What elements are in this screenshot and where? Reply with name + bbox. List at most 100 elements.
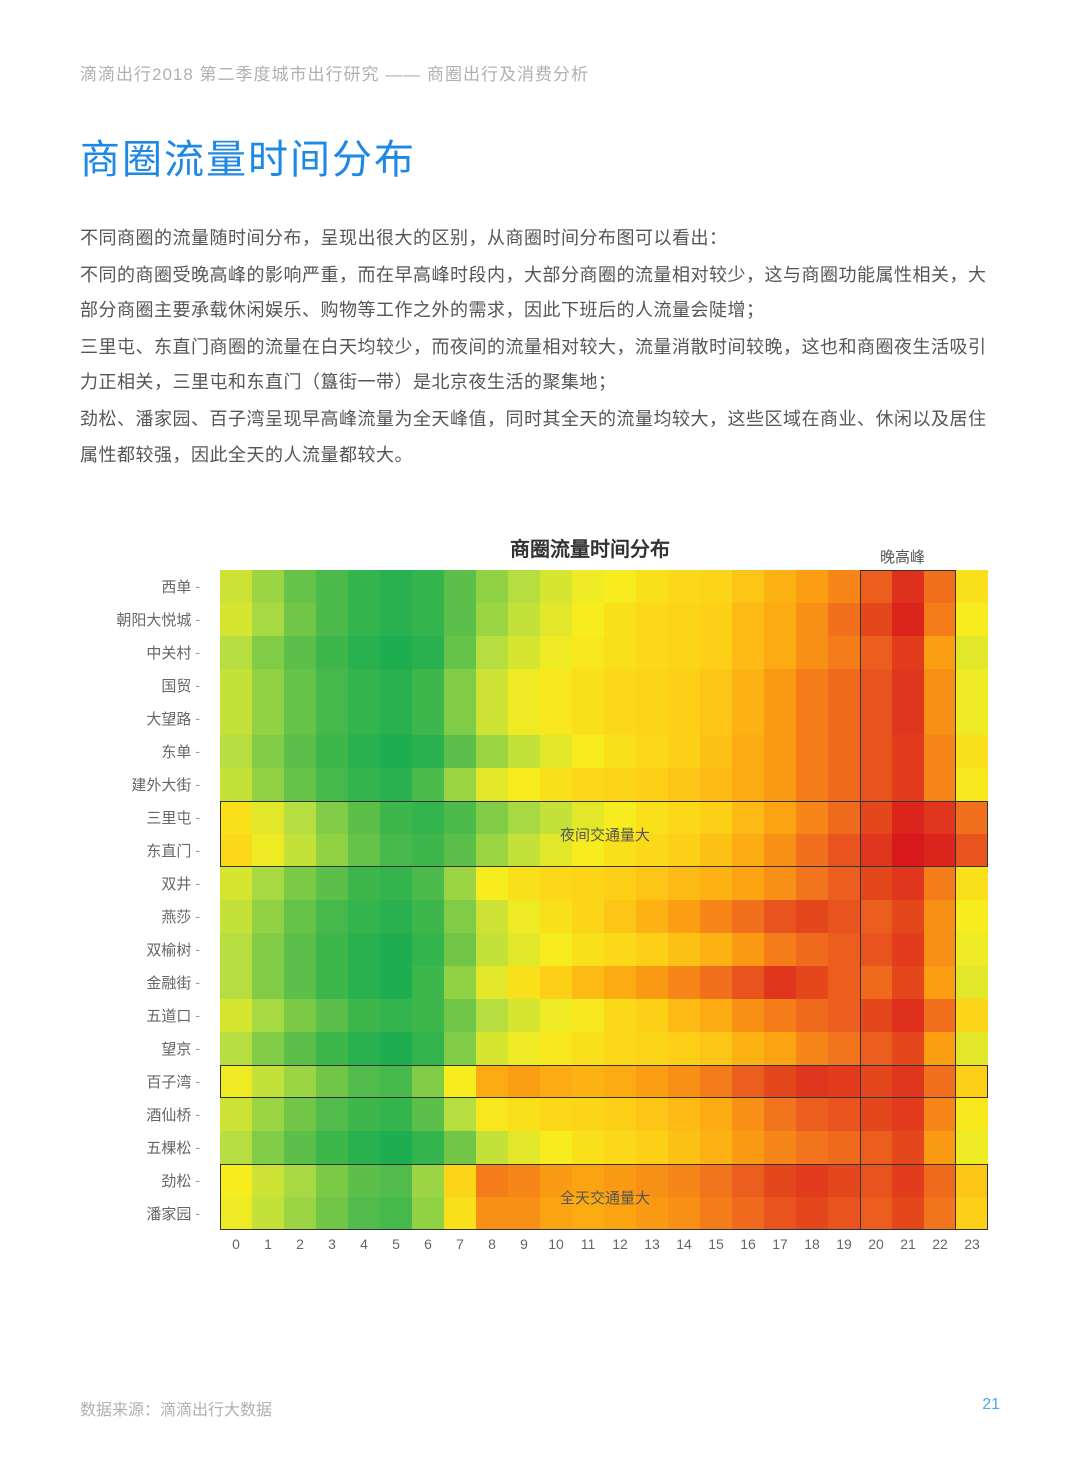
heatmap-cell (956, 702, 988, 735)
heatmap-cell (700, 603, 732, 636)
heatmap-cell (732, 834, 764, 867)
heatmap-cell (732, 570, 764, 603)
heatmap-cell (220, 1065, 252, 1098)
heatmap-cell (284, 636, 316, 669)
heatmap-cell (892, 603, 924, 636)
heatmap-cell (732, 669, 764, 702)
heatmap-row (220, 1098, 1000, 1131)
heatmap-cell (636, 603, 668, 636)
heatmap-cell (476, 1032, 508, 1065)
x-axis-label: 4 (348, 1236, 380, 1252)
heatmap-cell (924, 1131, 956, 1164)
heatmap-row (220, 933, 1000, 966)
x-axis-label: 5 (380, 1236, 412, 1252)
heatmap-cell (412, 1131, 444, 1164)
heatmap-cell (956, 834, 988, 867)
heatmap-cell (508, 1164, 540, 1197)
heatmap-cell (956, 1098, 988, 1131)
heatmap-cell (476, 1131, 508, 1164)
heatmap-cell (220, 999, 252, 1032)
heatmap-cell (860, 867, 892, 900)
x-axis-label: 13 (636, 1236, 668, 1252)
heatmap-cell (316, 867, 348, 900)
heatmap-cell (284, 1131, 316, 1164)
heatmap-cell (476, 867, 508, 900)
heatmap-cell (924, 1032, 956, 1065)
heatmap-cell (572, 867, 604, 900)
heatmap-cell (732, 1098, 764, 1131)
heatmap-cell (636, 636, 668, 669)
y-axis-label: 五道口- (100, 999, 210, 1032)
heatmap-cell (828, 1197, 860, 1230)
heatmap-cell (700, 1131, 732, 1164)
heatmap-cell (764, 636, 796, 669)
heatmap-cell (604, 1098, 636, 1131)
heatmap-cell (764, 1032, 796, 1065)
heatmap-cell (444, 966, 476, 999)
heatmap-cell (348, 1131, 380, 1164)
heatmap-cell (636, 768, 668, 801)
heatmap-cell (348, 999, 380, 1032)
heatmap-cell (284, 1164, 316, 1197)
heatmap-cell (668, 1032, 700, 1065)
heatmap-cell (796, 999, 828, 1032)
heatmap-chart: 商圈流量时间分布 西单-朝阳大悦城-中关村-国贸-大望路-东单-建外大街-三里屯… (80, 533, 1000, 1252)
heatmap-cell (540, 933, 572, 966)
heatmap-cell (828, 570, 860, 603)
heatmap-cell (828, 900, 860, 933)
x-axis-label: 12 (604, 1236, 636, 1252)
heatmap-cell (316, 933, 348, 966)
y-axis-label: 百子湾- (100, 1065, 210, 1098)
heatmap-cell (220, 702, 252, 735)
heatmap-cell (252, 603, 284, 636)
y-axis-label: 中关村- (100, 636, 210, 669)
heatmap-cell (572, 900, 604, 933)
heatmap-cell (220, 669, 252, 702)
heatmap-cell (380, 834, 412, 867)
heatmap-cell (316, 1131, 348, 1164)
y-axis-label: 潘家园- (100, 1197, 210, 1230)
heatmap-row (220, 603, 1000, 636)
x-axis-label: 20 (860, 1236, 892, 1252)
heatmap-cell (668, 900, 700, 933)
heatmap-cell (636, 867, 668, 900)
heatmap-cell (540, 999, 572, 1032)
heatmap-cell (572, 735, 604, 768)
heatmap-cell (348, 1164, 380, 1197)
heatmap-cell (764, 1098, 796, 1131)
heatmap-cell (764, 867, 796, 900)
heatmap-cell (796, 801, 828, 834)
heatmap-cell (924, 669, 956, 702)
heatmap-cell (956, 1065, 988, 1098)
heatmap-cell (796, 900, 828, 933)
heatmap-cell (828, 669, 860, 702)
heatmap-cell (796, 768, 828, 801)
heatmap-cell (412, 768, 444, 801)
heatmap-cell (348, 768, 380, 801)
heatmap-cell (828, 735, 860, 768)
heatmap-cell (316, 735, 348, 768)
heatmap-cell (508, 1098, 540, 1131)
heatmap-cell (444, 768, 476, 801)
heatmap-cell (732, 933, 764, 966)
heatmap-row (220, 966, 1000, 999)
heatmap-cell (860, 1164, 892, 1197)
heatmap-cell (636, 735, 668, 768)
heatmap-cell (892, 669, 924, 702)
heatmap-cell (252, 1197, 284, 1230)
heatmap-cell (540, 900, 572, 933)
y-axis-label: 国贸- (100, 669, 210, 702)
heatmap-cell (476, 933, 508, 966)
heatmap-cell (828, 801, 860, 834)
heatmap-cell (508, 867, 540, 900)
heatmap-cell (764, 735, 796, 768)
heatmap-cell (476, 1197, 508, 1230)
heatmap-cell (380, 1164, 412, 1197)
heatmap-row (220, 702, 1000, 735)
heatmap-cell (412, 702, 444, 735)
heatmap-cell (284, 999, 316, 1032)
heatmap-cell (668, 603, 700, 636)
y-axis-label: 建外大街- (100, 768, 210, 801)
heatmap-cell (828, 1098, 860, 1131)
heatmap-cell (892, 801, 924, 834)
